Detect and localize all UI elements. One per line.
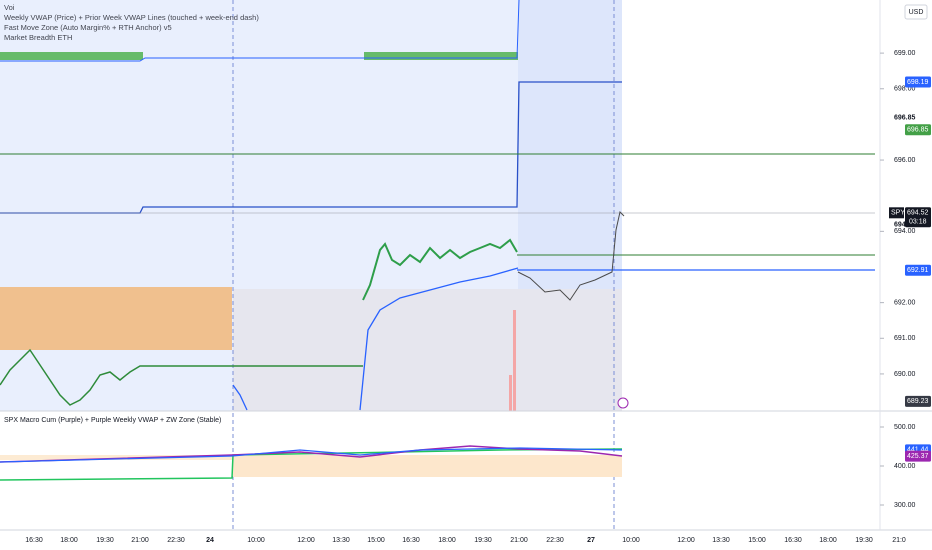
time-label: 22:30 (167, 537, 185, 544)
candles (517, 211, 625, 301)
vwap-green (362, 238, 518, 301)
time-label: 15:00 (748, 537, 766, 544)
price-tag-label: 425.37 (907, 453, 929, 460)
y-tick-label: 691.00 (894, 335, 916, 342)
zw-zone (0, 455, 232, 460)
time-label: 16:30 (784, 537, 802, 544)
price-label: 694.36 (894, 221, 916, 228)
price-tag-label: 689.23 (907, 398, 929, 405)
event-icon[interactable] (617, 397, 629, 409)
price-tag-label: 694.52 (907, 210, 929, 217)
time-label: 19:30 (474, 537, 492, 544)
price-tag (905, 264, 931, 276)
price-label: 696.85 (894, 115, 916, 122)
time-label: 19:30 (96, 537, 114, 544)
time-label: 10:00 (622, 537, 640, 544)
time-label: 22:30 (546, 537, 564, 544)
zone-bg (518, 0, 622, 289)
time-label: 21:00 (510, 537, 528, 544)
price-tag (905, 124, 931, 136)
time-label: 27 (587, 537, 595, 544)
time-label: 12:00 (677, 537, 695, 544)
zw-zone (233, 455, 622, 477)
price-tag (905, 450, 931, 462)
time-label: 13:30 (712, 537, 730, 544)
time-label: 16:30 (25, 537, 43, 544)
time-label: 16:30 (402, 537, 420, 544)
price-tag (905, 207, 931, 228)
band-green (364, 52, 518, 60)
time-label: 10:00 (247, 537, 265, 544)
y-tick-label: 698.00 (894, 86, 916, 93)
symbol-tag (889, 207, 904, 219)
time-label: 21:00 (131, 537, 149, 544)
prior-vwap (0, 0, 520, 62)
vwap-blue (359, 267, 519, 411)
vwap-green (0, 348, 363, 406)
time-label: 18:00 (60, 537, 78, 544)
time-label: 19:30 (855, 537, 873, 544)
y-tick-label: 690.00 (894, 371, 916, 378)
time-label: 12:00 (297, 537, 315, 544)
time-label: 15:00 (367, 537, 385, 544)
purple-vwap (0, 447, 623, 463)
y-tick-label: 300.00 (894, 502, 916, 509)
indicator-name: Fast Move Zone (Auto Margin% + RTH Ancho… (4, 23, 172, 32)
lower-pane-title: SPX Macro Cum (Purple) + Purple Weekly V… (4, 417, 221, 424)
countdown: 03:18 (909, 219, 927, 226)
price-tag-label: 441.44 (907, 447, 929, 454)
time-label: 18:00 (438, 537, 456, 544)
indicator-name: Market Breadth ETH (4, 33, 72, 42)
vwap-blue (232, 384, 248, 411)
y-tick-label: 692.00 (894, 299, 916, 306)
indicator-name: Voi (4, 3, 15, 12)
price-tag-label: 698.19 (907, 79, 929, 86)
price-tag-label: 692.91 (907, 267, 929, 274)
indicator-name: Weekly VWAP (Price) + Prior Week VWAP Li… (4, 13, 259, 22)
time-label: 13:30 (332, 537, 350, 544)
y-tick-label: 500.00 (894, 424, 916, 431)
y-tick-label: 699.00 (894, 50, 916, 57)
currency-button[interactable] (904, 4, 928, 20)
price-tag (905, 395, 931, 407)
price-tag-label: 696.85 (907, 127, 929, 134)
price-tag (905, 76, 931, 88)
band-green (0, 52, 143, 60)
time-label: 24 (206, 537, 214, 544)
time-label: 21:0 (892, 537, 906, 544)
y-tick-label: 696.00 (894, 157, 916, 164)
volume-bar (509, 375, 512, 411)
volume-bar (513, 310, 516, 411)
symbol-label: SPY (891, 210, 905, 217)
time-label: 18:00 (819, 537, 837, 544)
y-tick-label: 694.00 (894, 228, 916, 235)
zone-grey (233, 289, 622, 411)
zone-orange (0, 287, 232, 350)
y-tick-label: 400.00 (894, 463, 916, 470)
currency: USD (909, 9, 924, 16)
